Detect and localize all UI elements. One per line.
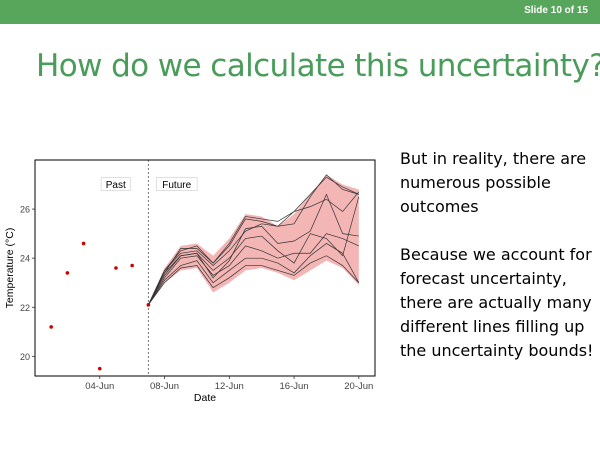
temperature-forecast-chart: Past Future 20 22 24 26 04-Jun 08-Jun 12-Jun 16-J…: [0, 150, 390, 410]
slide-title: How do we calculate this uncertainty?: [36, 48, 600, 84]
annotation-box: [100, 177, 131, 191]
slide-header-bar: Slide 10 of 15: [0, 0, 600, 24]
observed-point: [130, 263, 134, 268]
x-tick-label: 08-Jun: [150, 381, 179, 392]
chart-canvas: Past Future 20 22 24 26 04-Jun 08-Jun 12-Jun 16-J…: [4, 159, 376, 404]
slide-counter: Slide 10 of 15: [524, 5, 588, 16]
x-tick-label: 04-Jun: [85, 381, 114, 392]
explanation-paragraph-1: But in reality, there are numerous possi…: [400, 149, 587, 216]
annotation-box: [156, 177, 198, 191]
observed-point: [146, 303, 151, 307]
explanation-text: But in reality, there are numerous possi…: [400, 147, 596, 363]
x-axis-title: Date: [194, 392, 216, 404]
x-tick-label: 12-Jun: [215, 381, 244, 392]
explanation-paragraph-2: Because we account for forecast uncertai…: [400, 245, 594, 360]
observed-point: [81, 241, 86, 246]
x-tick-label: 16-Jun: [280, 381, 309, 392]
ensemble-line-6: [148, 243, 360, 306]
future-label: Future: [162, 180, 191, 191]
observed-point: [65, 271, 70, 275]
past-label: Past: [106, 180, 126, 191]
uncertainty-band: [148, 174, 359, 305]
ensemble-line-7: [148, 255, 360, 306]
ensemble-line-1: [148, 176, 359, 305]
observed-point: [97, 366, 102, 371]
y-tick-label: 22: [20, 303, 30, 313]
y-tick-label: 26: [20, 205, 30, 215]
observed-point: [114, 266, 118, 270]
y-tick-label: 24: [20, 254, 30, 264]
ensemble-line-8: [148, 193, 359, 305]
y-axis-title: Temperature (°C): [4, 228, 16, 309]
y-tick-label: 20: [20, 352, 30, 362]
observed-point: [49, 325, 53, 329]
ensemble-line-2: [148, 174, 359, 305]
ensemble-line-5: [148, 233, 359, 305]
plot-panel-border: [34, 159, 376, 377]
x-tick-label: 20-Jun: [344, 381, 373, 392]
